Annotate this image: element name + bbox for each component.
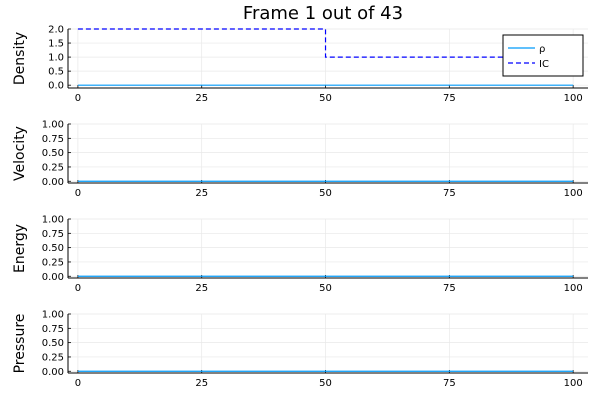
- x-tick-label: 50: [319, 93, 332, 104]
- y-axis-label: Density: [12, 32, 28, 85]
- y-tick-label: 0.75: [42, 324, 64, 335]
- y-axis-label: Velocity: [12, 126, 28, 181]
- y-axis-label: Pressure: [12, 314, 28, 374]
- y-axis-label: Energy: [12, 224, 28, 273]
- series-line-ic: [77, 28, 574, 58]
- y-tick-label: 2.0: [48, 25, 64, 36]
- y-tick-label: 1.00: [42, 215, 64, 226]
- x-tick-label: 75: [443, 283, 456, 294]
- x-tick-label: 25: [195, 188, 208, 199]
- x-tick-label: 0: [75, 283, 81, 294]
- y-tick-label: 0.00: [42, 272, 64, 283]
- y-tick-label: 1.00: [42, 310, 64, 321]
- x-tick-label: 50: [319, 283, 332, 294]
- y-tick-label: 0.75: [42, 229, 64, 240]
- x-tick-label: 25: [195, 93, 208, 104]
- y-tick-label: 0.75: [42, 134, 64, 145]
- y-tick-label: 0.25: [42, 257, 64, 268]
- y-tick-label: 0.5: [48, 67, 64, 78]
- y-tick-label: 0.0: [48, 81, 64, 92]
- y-tick-label: 0.50: [42, 148, 64, 159]
- y-tick-label: 1.0: [48, 53, 64, 64]
- x-tick-label: 50: [319, 188, 332, 199]
- y-tick-label: 1.00: [42, 120, 64, 131]
- y-tick-label: 0.00: [42, 177, 64, 188]
- chart-title: Frame 1 out of 43: [243, 3, 403, 24]
- x-tick-label: 75: [443, 93, 456, 104]
- y-tick-label: 1.5: [48, 39, 64, 50]
- x-tick-label: 0: [75, 378, 81, 389]
- x-tick-label: 0: [75, 93, 81, 104]
- x-tick-label: 25: [195, 378, 208, 389]
- y-tick-label: 0.25: [42, 352, 64, 363]
- y-tick-label: 0.00: [42, 367, 64, 378]
- legend-label: ρ: [539, 44, 545, 55]
- x-tick-label: 100: [564, 283, 583, 294]
- legend: [502, 34, 584, 77]
- legend-label: IC: [539, 59, 549, 70]
- x-tick-label: 25: [195, 283, 208, 294]
- x-tick-label: 75: [443, 378, 456, 389]
- y-tick-label: 0.50: [42, 243, 64, 254]
- x-tick-label: 50: [319, 378, 332, 389]
- y-tick-label: 0.50: [42, 338, 64, 349]
- x-tick-label: 100: [564, 93, 583, 104]
- y-tick-label: 0.25: [42, 162, 64, 173]
- x-tick-label: 100: [564, 188, 583, 199]
- x-tick-label: 100: [564, 378, 583, 389]
- x-tick-label: 75: [443, 188, 456, 199]
- x-tick-label: 0: [75, 188, 81, 199]
